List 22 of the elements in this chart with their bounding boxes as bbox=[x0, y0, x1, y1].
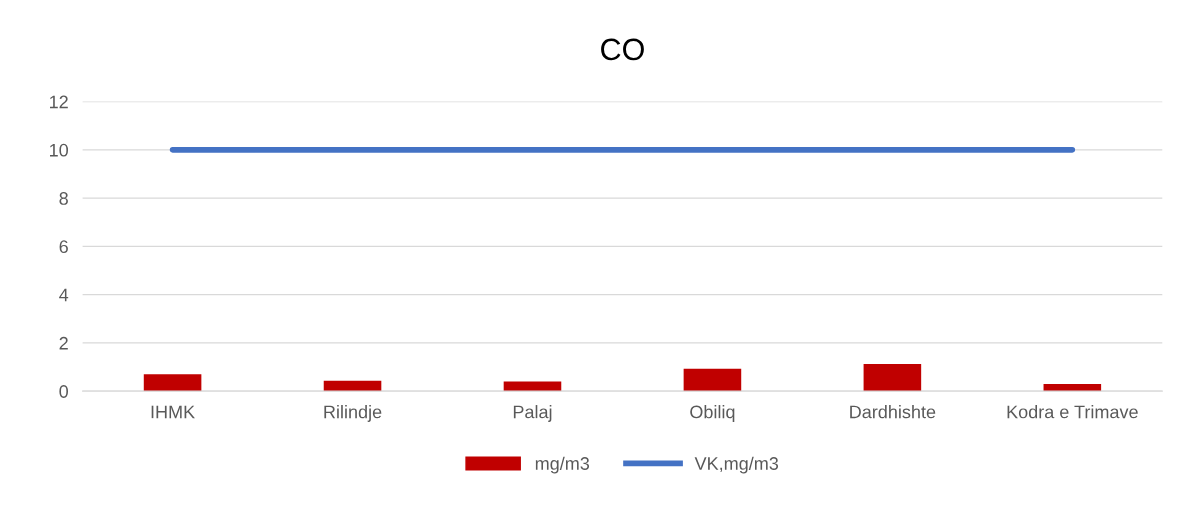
y-tick-label: 8 bbox=[59, 192, 68, 205]
x-tick-label: IHMK bbox=[151, 405, 195, 419]
x-tick-label: Obiliq bbox=[690, 405, 735, 422]
bar bbox=[143, 374, 202, 392]
y-tick-label: 10 bbox=[50, 143, 69, 157]
y-tick-label: 0 bbox=[59, 385, 69, 398]
bar bbox=[683, 368, 742, 392]
legend-label: VK,mg/m3 bbox=[694, 456, 779, 474]
x-tick-label: Kodra e Trimave bbox=[1007, 405, 1138, 419]
y-tick-label: 12 bbox=[50, 95, 68, 109]
x-tick-label: Rilindje bbox=[324, 405, 382, 422]
bar bbox=[863, 363, 922, 392]
y-tick-label: 2 bbox=[59, 336, 68, 350]
y-tick-label: 4 bbox=[59, 288, 69, 302]
y-tick-label: 6 bbox=[59, 240, 68, 254]
bar bbox=[503, 381, 562, 392]
chart-title: CO bbox=[601, 38, 644, 61]
x-tick-label: Dardhishte bbox=[850, 405, 936, 419]
x-tick-label: Palaj bbox=[513, 405, 552, 422]
legend-label: mg/m3 bbox=[535, 456, 590, 474]
bar bbox=[323, 380, 382, 392]
bar bbox=[1043, 383, 1102, 392]
